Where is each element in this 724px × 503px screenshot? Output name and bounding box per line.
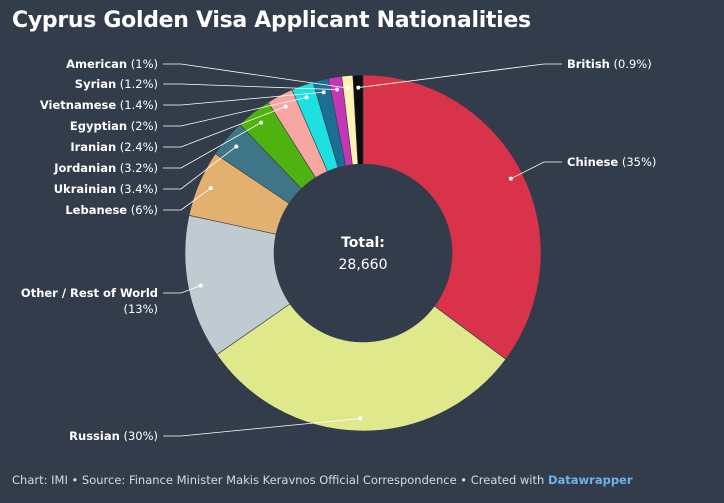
leader-lines: [163, 63, 562, 437]
label-british: British (0.9%): [567, 57, 652, 71]
leader-dot-vietnamese: [321, 90, 326, 95]
leader-american: [163, 63, 349, 89]
leader-jordanian: [163, 122, 262, 169]
leader-dot-russian: [358, 416, 363, 421]
chart-footer: Chart: IMI • Source: Finance Minister Ma…: [12, 473, 633, 487]
center-total-label: Total:: [341, 235, 385, 251]
leader-dot-ukrainian: [234, 144, 239, 149]
leader-dot-american: [346, 86, 351, 91]
label-jordanian: Jordanian (3.2%): [53, 161, 158, 175]
leader-russian: [163, 418, 361, 437]
leader-vietnamese: [163, 91, 324, 106]
leader-dot-syrian: [334, 87, 339, 92]
leader-dot-british: [356, 85, 361, 90]
label-american: American (1%): [66, 57, 158, 71]
label-iranian: Iranian (2.4%): [70, 140, 158, 154]
footer-brand-link[interactable]: Datawrapper: [547, 473, 633, 487]
leader-ukrainian: [163, 146, 237, 190]
label-ukrainian: Ukrainian (3.4%): [54, 182, 158, 196]
label-lebanese: Lebanese (6%): [65, 203, 158, 217]
leader-syrian: [163, 83, 337, 90]
chart-title: Cyprus Golden Visa Applicant Nationaliti…: [12, 8, 531, 33]
donut-slices: [184, 74, 542, 432]
leader-iranian: [163, 106, 286, 148]
slice-chinese[interactable]: [362, 74, 542, 360]
leader-dot-iranian: [283, 104, 288, 109]
slice-labels: Chinese (35%) Russian (30%) Other / Rest o…: [21, 57, 656, 443]
leader-lebanese: [163, 187, 211, 211]
slice-british[interactable]: [352, 74, 364, 165]
label-vietnamese: Vietnamese (1.4%): [40, 98, 158, 112]
leader-dot-lebanese: [208, 186, 213, 191]
leader-dot-other-rest-of-world: [198, 283, 203, 288]
label-chinese: Chinese (35%): [567, 155, 656, 169]
leader-british: [358, 63, 562, 88]
label-syrian: Syrian (1.2%): [75, 77, 158, 91]
label-other-rest-of-world: Other / Rest of World (13%): [21, 286, 158, 316]
leader-egyptian: [163, 96, 307, 127]
label-egyptian: Egyptian (2%): [70, 119, 158, 133]
slice-russian[interactable]: [216, 303, 507, 432]
label-russian: Russian (30%): [69, 429, 158, 443]
leader-chinese: [510, 161, 562, 180]
leader-dot-chinese: [508, 176, 513, 181]
footer-source: Chart: IMI • Source: Finance Minister Ma…: [12, 473, 548, 487]
center-total-value: 28,660: [339, 257, 388, 273]
leader-other-rest-of-world: [163, 285, 201, 294]
leader-dot-egyptian: [304, 95, 309, 100]
leader-dot-jordanian: [259, 120, 264, 125]
